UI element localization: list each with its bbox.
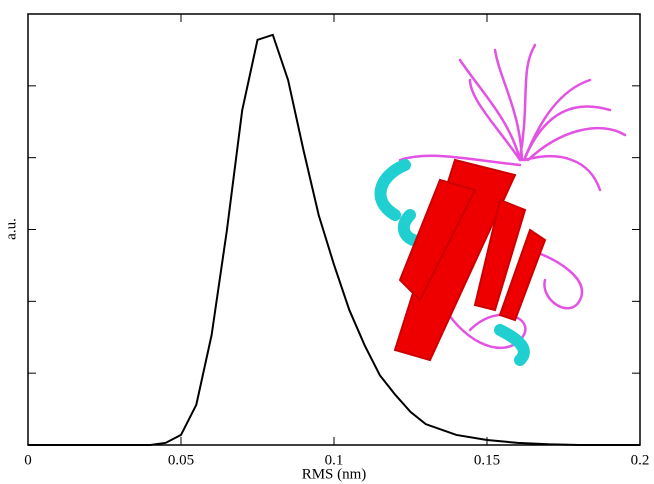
x-axis-label: RMS (nm) [302,466,367,482]
y-axis-label: a.u. [3,218,19,240]
plot-frame [27,13,641,446]
x-tick-label: 0.1 [325,452,344,468]
rms-line [28,33,640,446]
x-tick-label: 0.15 [474,452,500,468]
x-tick-label: 0.05 [168,452,194,468]
x-tick-label: 0 [24,452,32,468]
x-tick-label: 0.2 [631,452,650,468]
protein-image [374,43,627,366]
